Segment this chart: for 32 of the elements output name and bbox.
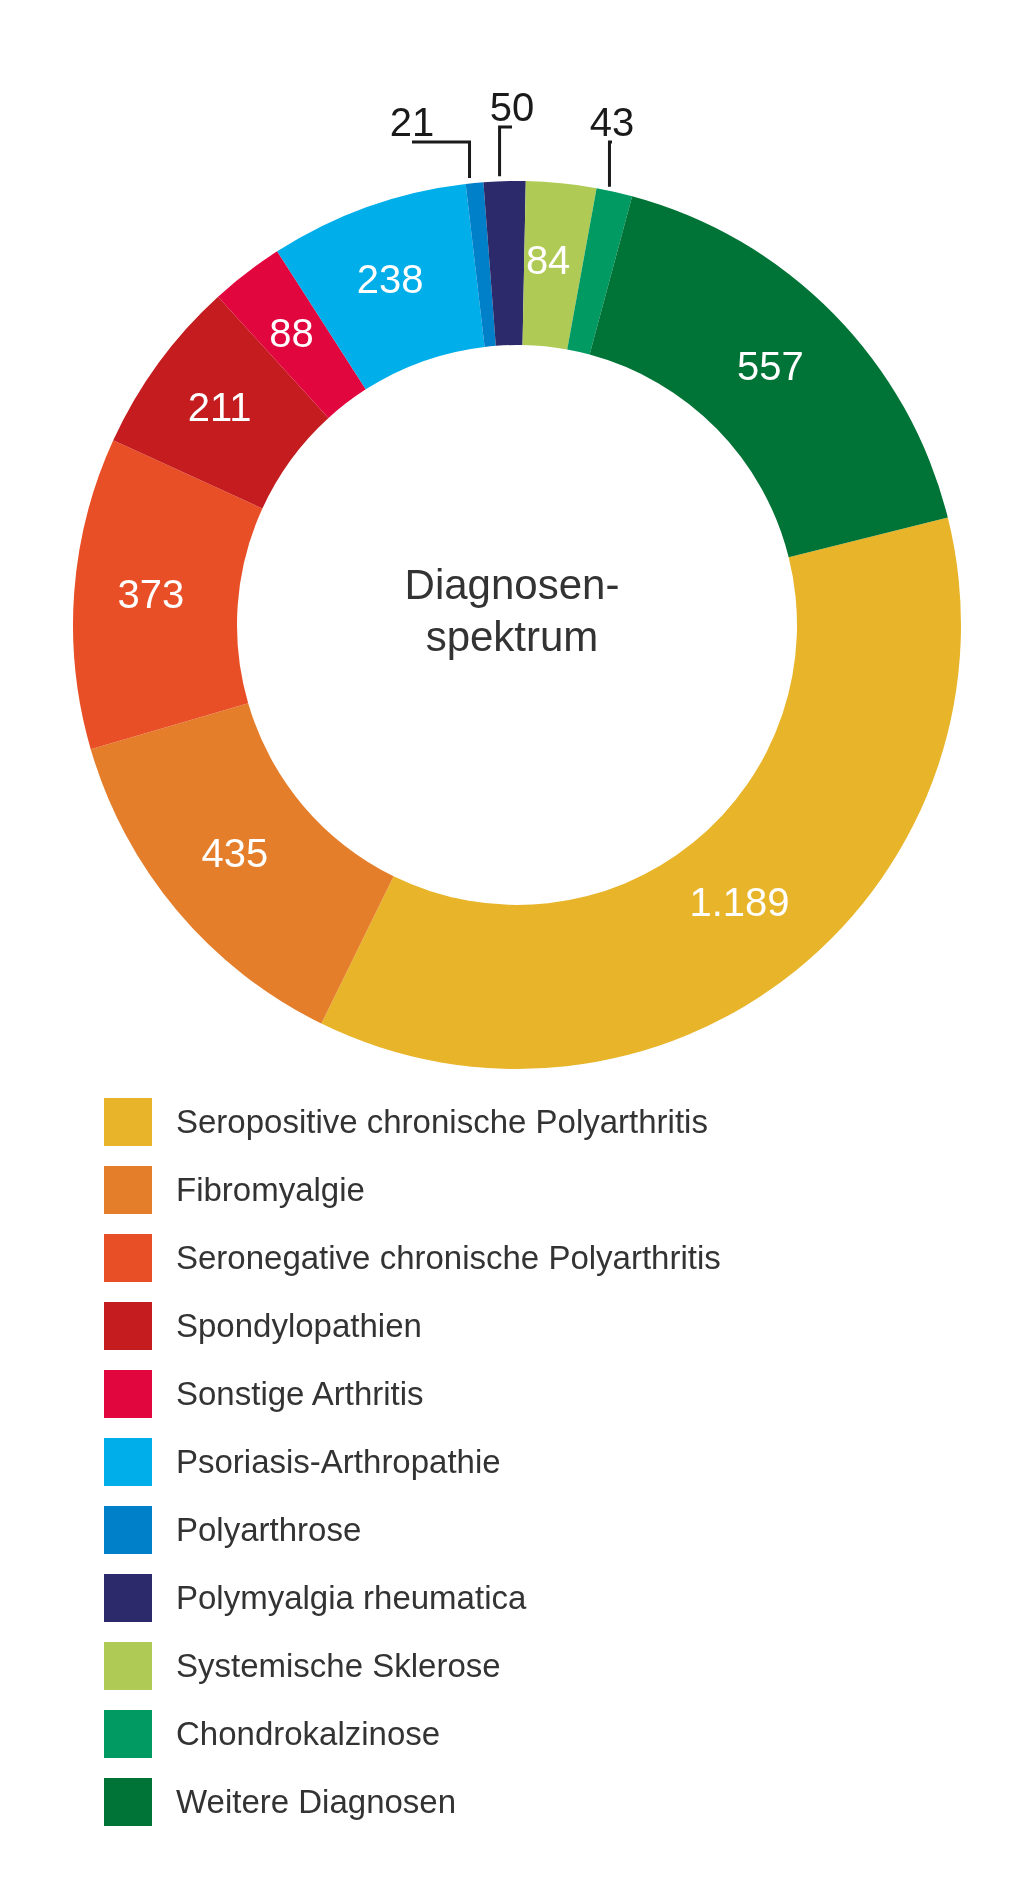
donut-slice — [321, 517, 961, 1069]
legend-label: Polymyalgia rheumatica — [176, 1579, 527, 1617]
legend-label: Seropositive chronische Polyarthritis — [176, 1103, 708, 1141]
data-label: 84 — [525, 237, 571, 282]
legend-label: Sonstige Arthritis — [176, 1375, 424, 1413]
donut-slice — [522, 181, 597, 350]
data-label: 238 — [356, 257, 424, 302]
donut-slice — [483, 181, 526, 346]
legend-label: Fibromyalgie — [176, 1171, 365, 1209]
legend-label: Seronegative chronische Polyarthritis — [176, 1239, 721, 1277]
data-label: 1.189 — [689, 879, 790, 924]
data-label: 88 — [269, 310, 314, 355]
data-label: 557 — [736, 344, 804, 389]
data-label: 373 — [117, 571, 185, 616]
data-label: 43 — [589, 100, 635, 144]
donut-slice — [113, 296, 329, 509]
data-label: 435 — [201, 830, 269, 875]
legend-label: Psoriasis-Arthropathie — [176, 1443, 501, 1481]
donut-slice — [90, 703, 394, 1024]
legend-label: Polyarthrose — [176, 1511, 362, 1549]
legend-label: Weitere Diagnosen — [176, 1783, 457, 1821]
text: Diagnosen- spektrum — [404, 560, 620, 660]
donut-slice — [567, 188, 633, 355]
data-label: 211 — [187, 384, 252, 429]
data-label: 21 — [389, 100, 435, 144]
legend-label: Systemische Sklerose — [176, 1647, 501, 1685]
donut-slice — [589, 196, 948, 558]
donut-slice — [465, 182, 496, 347]
data-label: 50 — [489, 85, 535, 129]
legend-label: Chondrokalzinose — [176, 1715, 441, 1753]
legend-label: Spondylopathien — [176, 1307, 422, 1345]
donut-slice — [73, 440, 263, 750]
